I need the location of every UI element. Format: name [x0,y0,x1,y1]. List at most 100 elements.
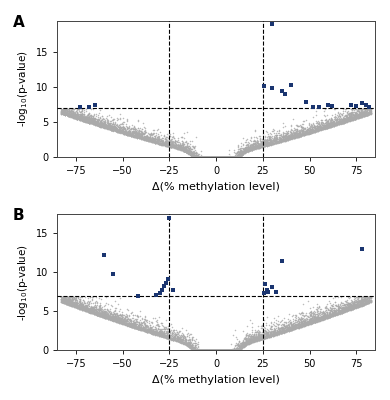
Point [216,154,222,160]
Point [351,305,358,312]
Point [250,143,256,149]
Point [216,347,223,354]
Point [216,347,223,354]
Point [211,154,217,160]
Point [253,335,259,342]
Point [211,154,217,160]
Point [310,127,317,134]
Point [103,310,109,316]
Point [304,316,310,322]
Point [168,144,174,150]
Point [195,154,202,160]
Point [80,118,86,124]
Point [121,130,128,136]
Point [355,299,361,306]
Point [208,154,214,160]
Point [322,125,328,132]
Point [358,114,364,120]
Point [223,347,229,354]
Point [178,336,184,343]
Point [285,325,291,332]
Point [247,338,253,345]
Point [215,154,221,160]
Point [150,136,156,142]
Point [351,115,357,121]
Point [277,136,284,143]
Point [344,301,350,307]
Point [234,344,240,351]
Point [161,141,167,147]
Point [167,142,173,149]
Point [220,347,227,354]
Point [209,347,216,354]
Point [170,144,176,151]
Point [358,302,364,308]
Point [70,303,76,309]
Point [317,315,323,322]
Point [222,347,228,354]
Point [189,150,195,156]
Point [112,318,118,324]
Point [231,347,238,354]
Point [227,347,233,354]
Point [231,345,237,351]
Point [278,137,284,144]
Point [227,347,233,354]
Point [367,110,374,116]
Point [99,120,105,127]
Point [228,347,234,354]
Point [117,123,123,130]
Point [195,152,201,159]
Point [237,153,243,160]
Point [231,154,238,160]
Point [82,112,89,119]
Point [92,311,98,318]
Point [162,334,168,340]
Point [231,154,238,160]
Point [157,330,163,337]
Point [324,314,330,321]
Point [306,130,312,137]
Point [291,323,297,330]
Point [240,149,246,156]
Point [86,115,92,121]
Point [349,107,355,113]
Point [129,132,136,138]
Point [207,154,213,160]
Point [75,304,81,310]
Point [363,300,369,306]
Point [297,128,303,134]
Point [324,314,330,321]
Point [80,117,87,123]
Point [363,110,369,116]
Point [65,110,71,116]
Point [319,122,325,128]
Point [62,299,68,306]
Point [185,149,191,155]
Point [247,337,254,344]
Point [128,321,134,328]
Point [143,318,149,324]
Point [118,128,124,135]
Point [299,131,305,138]
Point [95,312,101,318]
Point [175,334,181,340]
Point [229,154,235,160]
Point [291,319,297,326]
Point [358,107,365,114]
Point [152,140,159,146]
Point [351,294,357,300]
Point [302,131,308,138]
Point [299,322,305,328]
Point [306,319,312,326]
Point [79,117,85,123]
Point [295,321,301,328]
Point [240,343,246,350]
Point [326,122,332,128]
Point [219,154,225,160]
Point [160,333,167,339]
Point [362,110,368,117]
Point [274,331,280,338]
Point [166,333,172,339]
Point [281,134,287,140]
